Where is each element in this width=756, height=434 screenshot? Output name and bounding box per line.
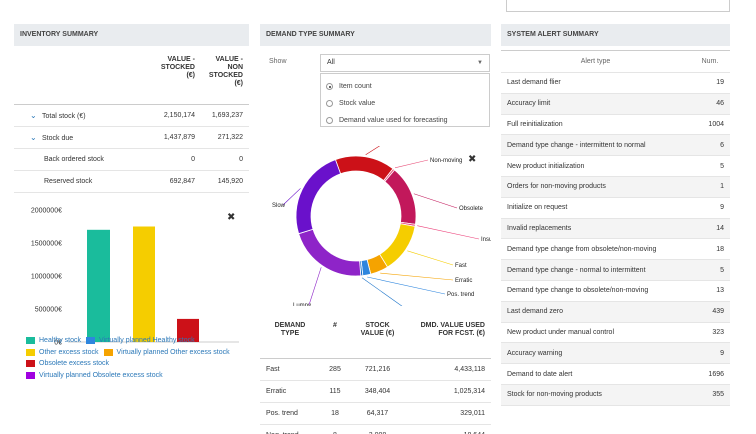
table-row: Full reinitialization 1004 — [501, 114, 730, 136]
table-row: Stock for non-moving products 355 — [501, 384, 730, 406]
slice-slow[interactable] — [295, 159, 342, 235]
table-row: New product under manual control 323 — [501, 322, 730, 344]
legend-swatch — [86, 337, 96, 345]
y-tick-label: 500000€ — [35, 307, 62, 314]
legend-item[interactable]: Other excess stock — [26, 347, 99, 359]
y-tick-label: 1500000€ — [31, 241, 62, 248]
table-row: Erratic 115 348,404 1,025,314 — [260, 380, 491, 403]
leader-line — [413, 193, 458, 209]
slice-label: Erratic — [455, 278, 472, 284]
legend-item[interactable]: Virtually planned Obsolete excess stock — [26, 370, 163, 382]
leader-line — [417, 225, 480, 240]
table-row: Back ordered stock 0 0 — [14, 148, 249, 171]
bar-healthy-stock[interactable] — [87, 229, 110, 342]
leader-line — [282, 188, 301, 206]
radio-icon[interactable] — [326, 100, 333, 107]
expand-icon[interactable]: ✖ — [227, 212, 236, 223]
leader-line — [407, 250, 454, 266]
leader-line — [308, 267, 322, 306]
table-row: Initialize on request 9 — [501, 197, 730, 219]
legend-item[interactable]: Healthy stock — [26, 335, 81, 347]
legend-swatch — [26, 371, 35, 379]
leader-line — [361, 277, 403, 306]
table-row: Accuracy warning 9 — [501, 342, 730, 365]
bar-obsolete-excess-stock[interactable] — [177, 318, 199, 342]
col-num: Num. — [690, 50, 730, 73]
radio-icon[interactable] — [326, 117, 333, 124]
inventory-table: VALUE - STOCKED (€) VALUE - NON STOCKED … — [14, 46, 249, 193]
table-row: Demand type change to obsolete/non-movin… — [501, 280, 730, 302]
table-row: New product initialization 5 — [501, 155, 730, 177]
chevron-down-icon[interactable]: ⌄ — [30, 110, 37, 120]
slice-label: Non-moving — [430, 158, 462, 164]
slice-label: Insuf. hist. — [481, 237, 491, 243]
slice-fast[interactable] — [379, 223, 416, 268]
table-row: Neg. trend83,00818,644 — [260, 424, 491, 434]
radio-stock-value[interactable]: Stock value — [326, 95, 484, 112]
chevron-down-icon: ▼ — [477, 60, 483, 66]
demand-donut-chart: NewNon-movingObsoleteInsuf. hist.FastErr… — [272, 146, 491, 306]
slice-label: Obsolete — [459, 206, 484, 212]
legend-swatch — [26, 337, 35, 345]
slice-obsolete[interactable] — [384, 169, 417, 225]
show-label: Show — [269, 58, 287, 65]
table-row[interactable]: ⌄ Stock due 1,437,879 271,322 — [14, 126, 249, 149]
col-alert-type: Alert type — [501, 50, 690, 73]
leader-line — [365, 146, 380, 156]
display-radio-group: Item count Stock value Demand value used… — [320, 73, 490, 127]
demand-title: DEMAND TYPE SUMMARY — [260, 24, 491, 46]
alert-table: Alert type Num. Last demand flier 19 Accur… — [501, 50, 730, 406]
top-input-box[interactable] — [506, 0, 730, 12]
leader-line — [367, 276, 446, 295]
expand-icon[interactable]: ✖ — [468, 154, 477, 165]
table-row[interactable]: ⌄ Total stock (€) 2,150,174 1,693,237 — [14, 104, 249, 127]
demand-table: DEMAND TYPE # STOCK VALUE (€) DMD. VALUE… — [260, 316, 491, 434]
table-row: Last demand flier 19 — [501, 72, 730, 94]
legend-item[interactable]: Virtually planned Healthy stock — [86, 335, 195, 347]
table-row: Demand to date alert 1696 — [501, 363, 730, 385]
table-row: Last demand zero 439 — [501, 301, 730, 323]
table-row: Pos. trend 18 64,317 329,011 — [260, 402, 491, 425]
table-row: Accuracy limit 46 — [501, 93, 730, 115]
y-tick-label: 0€ — [54, 340, 62, 347]
table-row: Orders for non-moving products 1 — [501, 176, 730, 198]
y-tick-label: 1000000€ — [31, 274, 62, 281]
slice-new[interactable] — [334, 155, 394, 182]
legend-swatch — [26, 348, 35, 356]
chart-legend: Healthy stock Virtually planned Healthy s… — [26, 335, 241, 381]
radio-demand-value[interactable]: Demand value used for forecasting — [326, 112, 484, 129]
inventory-summary-panel: INVENTORY SUMMARY VALUE - STOCKED (€) VA… — [14, 24, 249, 193]
demand-summary-panel: DEMAND TYPE SUMMARY Show All ▼ Item coun… — [260, 24, 491, 434]
radio-item-count[interactable]: Item count — [326, 78, 484, 95]
table-row: Demand type change from obsolete/non-mov… — [501, 238, 730, 261]
y-tick-label: 2000000€ — [31, 208, 62, 215]
table-row: Reserved stock 692,847 145,920 — [14, 170, 249, 193]
inventory-title: INVENTORY SUMMARY — [14, 24, 249, 46]
table-row: Invalid replacements 14 — [501, 218, 730, 240]
legend-item[interactable]: Obsolete excess stock — [26, 358, 109, 370]
leader-line — [394, 159, 429, 169]
table-row: Demand type change - normal to intermitt… — [501, 259, 730, 281]
legend-item[interactable]: Virtually planned Other excess stock — [103, 347, 230, 359]
stock-bar-chart: 0€ 500000€ 1000000€ 1500000€ 2000000€ — [31, 208, 239, 347]
slice-label: Slow — [272, 203, 286, 209]
system-alert-panel: SYSTEM ALERT SUMMARY Alert type Num. Las… — [501, 24, 730, 406]
slice-label: Lumpy — [293, 303, 311, 306]
slice-label: Fast — [455, 263, 467, 269]
bar-other-excess-stock[interactable] — [133, 226, 155, 343]
chevron-down-icon[interactable]: ⌄ — [30, 132, 37, 142]
slice-lumpy[interactable] — [298, 228, 362, 277]
table-row: Fast 285 721,216 4,433,118 — [260, 358, 491, 381]
radio-icon[interactable] — [326, 83, 333, 90]
legend-swatch — [103, 348, 113, 356]
table-row: Demand type change - intermittent to nor… — [501, 134, 730, 157]
alert-title: SYSTEM ALERT SUMMARY — [501, 24, 730, 46]
show-select[interactable]: All ▼ — [320, 54, 490, 72]
col-nonstocked: VALUE - NON STOCKED (€) — [201, 46, 249, 105]
legend-swatch — [26, 360, 35, 368]
slice-label: Pos. trend — [447, 292, 474, 298]
col-stocked: VALUE - STOCKED (€) — [151, 46, 201, 105]
leader-line — [380, 272, 454, 281]
